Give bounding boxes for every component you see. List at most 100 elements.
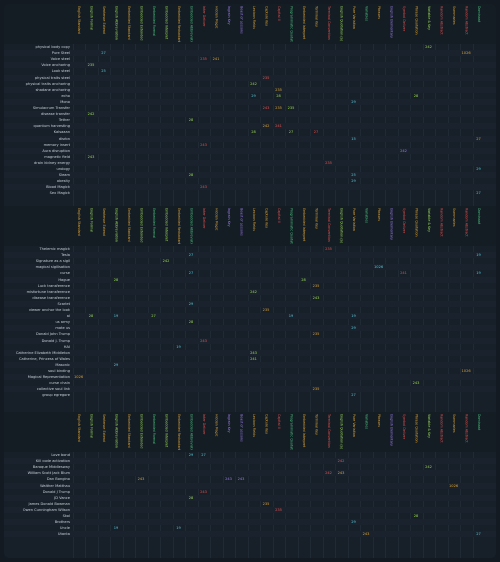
column-header[interactable]: Embedded Interpret: [302, 414, 306, 448]
column-header[interactable]: Symbol Deliver: [402, 414, 406, 440]
table-row[interactable]: Owen Cunningham Wilson 235: [4, 506, 496, 513]
column-header[interactable]: Terminal Convention: [327, 6, 331, 40]
column-header[interactable]: Embedded Abbreviation: [189, 414, 194, 450]
column-header[interactable]: English Standard: [77, 6, 81, 34]
column-header[interactable]: Variable & Key: [427, 208, 431, 232]
table-row[interactable]: Dan Bongino 243 243 243: [4, 476, 496, 482]
column-header[interactable]: Embedded Extended: [139, 208, 144, 243]
table-row[interactable]: Love bond 29 27: [4, 452, 496, 458]
column-header[interactable]: Terminal Key: [314, 208, 319, 229]
table-row[interactable]: curse chain 243: [4, 380, 496, 386]
table-row[interactable]: William Scott Jack Blum 242 243: [4, 470, 496, 477]
table-row[interactable]: disease transference 243: [4, 295, 496, 301]
column-header[interactable]: Symbol Deliver: [402, 6, 406, 32]
column-header[interactable]: Random Abstract: [439, 208, 444, 237]
table-row[interactable]: Sex Magick 27: [4, 190, 496, 196]
column-header[interactable]: Variable & Key: [427, 414, 431, 438]
column-header[interactable]: English Abbreviation: [114, 208, 119, 242]
table-row[interactable]: Donald J Trump 243: [4, 489, 496, 495]
column-header[interactable]: English Formal: [89, 208, 94, 233]
table-row[interactable]: group egregore 27: [4, 392, 496, 398]
column-header[interactable]: Programmatic Quotation: [289, 208, 294, 244]
column-header[interactable]: English Quotation (a): [339, 414, 344, 449]
table-row[interactable]: Tesla 27 19: [4, 252, 496, 259]
column-header[interactable]: Summaries: [452, 208, 456, 227]
table-row[interactable]: Mono 29: [4, 98, 496, 105]
column-header[interactable]: Pure Variation: [352, 414, 356, 438]
column-header[interactable]: Dominant: [477, 208, 481, 225]
column-header[interactable]: English Elementary: [389, 6, 394, 38]
table-row[interactable]: Tether 28: [4, 117, 496, 123]
table-row[interactable]: urology 29: [4, 166, 496, 172]
table-row[interactable]: magical sigilisation 1026: [4, 264, 496, 271]
table-row[interactable]: Donald John Trump 235: [4, 331, 496, 337]
column-header[interactable]: Phrase Quotation: [414, 6, 419, 35]
column-header[interactable]: Inter Deliver: [202, 6, 206, 27]
table-row[interactable]: Sleam 28 25: [4, 172, 496, 179]
table-row[interactable]: ai 28 19 27 19 19: [4, 313, 496, 320]
column-header[interactable]: Sentence Extend: [102, 6, 106, 35]
column-header[interactable]: Embedded Interpret: [302, 6, 306, 40]
column-header[interactable]: Hidden Magic: [214, 414, 219, 437]
table-row[interactable]: JD Vance 28: [4, 494, 496, 501]
column-header[interactable]: Pure Variation: [352, 6, 356, 30]
table-row[interactable]: Simulacrum Transfer 243 235 235: [4, 105, 496, 111]
column-header[interactable]: Lexicon Fields: [252, 208, 256, 231]
table-row[interactable]: magnetic field 243: [4, 154, 496, 160]
column-header[interactable]: Random Abstract: [439, 414, 444, 443]
column-header[interactable]: Beast of Lessons: [239, 6, 244, 34]
column-header[interactable]: Pure Variation: [352, 208, 356, 232]
table-row[interactable]: physical traits anchoring 242: [4, 81, 496, 87]
column-header[interactable]: English Elementary: [389, 208, 394, 240]
column-header[interactable]: Hidden Magic: [214, 6, 219, 29]
column-header[interactable]: Embedded Extended: [139, 6, 144, 41]
column-header[interactable]: Inter Deliver: [202, 208, 206, 229]
table-row[interactable]: misfortune transference 242: [4, 288, 496, 295]
table-row[interactable]: Skol 28: [4, 513, 496, 519]
column-header[interactable]: Embedded Redundant: [177, 6, 181, 42]
column-header[interactable]: Programmatic Quotation: [289, 414, 294, 450]
column-header[interactable]: Random Abstract: [464, 6, 469, 35]
column-header[interactable]: Lexicon Fields: [252, 414, 256, 437]
table-row[interactable]: Catherine Elizabeth Middleton 243: [4, 349, 496, 356]
column-header[interactable]: Embedded Standard: [127, 208, 131, 242]
table-row[interactable]: Aura disruption 242: [4, 147, 496, 154]
table-row[interactable]: Kill code activation 242: [4, 458, 496, 465]
column-header[interactable]: Summaries: [452, 414, 456, 433]
table-row[interactable]: Look steel 25: [4, 68, 496, 74]
column-header[interactable]: Beast of Lessons: [239, 208, 244, 236]
table-row[interactable]: James Donald Bowman 235: [4, 501, 496, 507]
table-row[interactable]: HAI 19: [4, 344, 496, 350]
column-header[interactable]: Ingrain Key: [227, 414, 231, 433]
column-header[interactable]: Embedded Formal: [152, 414, 156, 445]
column-header[interactable]: Capital II: [277, 6, 281, 21]
column-header[interactable]: Embedded Redundant: [177, 208, 181, 244]
column-header[interactable]: Embedded Redundant: [177, 414, 181, 450]
table-row[interactable]: Luck transference 235: [4, 283, 496, 289]
column-header[interactable]: English Abbreviation: [114, 414, 119, 448]
table-row[interactable]: mate us 29: [4, 325, 496, 332]
column-header[interactable]: Embedded Interpret: [164, 414, 169, 448]
table-row[interactable]: Walther Matthau 1026: [4, 482, 496, 489]
table-row[interactable]: Hague 28 28: [4, 276, 496, 283]
column-header[interactable]: English Elementary: [389, 414, 394, 446]
column-header[interactable]: English Formal: [89, 414, 94, 439]
column-header[interactable]: Random Abstract: [464, 414, 469, 443]
table-row[interactable]: Baroque Middlesway 242: [4, 464, 496, 470]
table-row[interactable]: Scarlet 29: [4, 300, 496, 307]
column-header[interactable]: English Standard: [77, 414, 81, 442]
column-header[interactable]: Phrases: [377, 6, 381, 19]
column-header[interactable]: Variables: [364, 208, 369, 224]
column-header[interactable]: Embedded Formal: [152, 208, 156, 239]
column-header[interactable]: Phrase Quotation: [414, 414, 419, 443]
table-row[interactable]: obesity 29: [4, 178, 496, 184]
table-row[interactable]: Uncle 19 19: [4, 525, 496, 531]
column-header[interactable]: Capture Key: [264, 414, 269, 435]
column-header[interactable]: Capital II: [277, 208, 281, 223]
column-header[interactable]: English Quotation (a): [339, 208, 344, 243]
column-header[interactable]: Variable & Key: [427, 6, 431, 30]
table-row[interactable]: soul binding 1026: [4, 368, 496, 374]
column-header[interactable]: Hidden Magic: [214, 208, 219, 231]
table-row[interactable]: echo 29 28 28: [4, 93, 496, 99]
table-row[interactable]: disrbn 15 27: [4, 135, 496, 142]
